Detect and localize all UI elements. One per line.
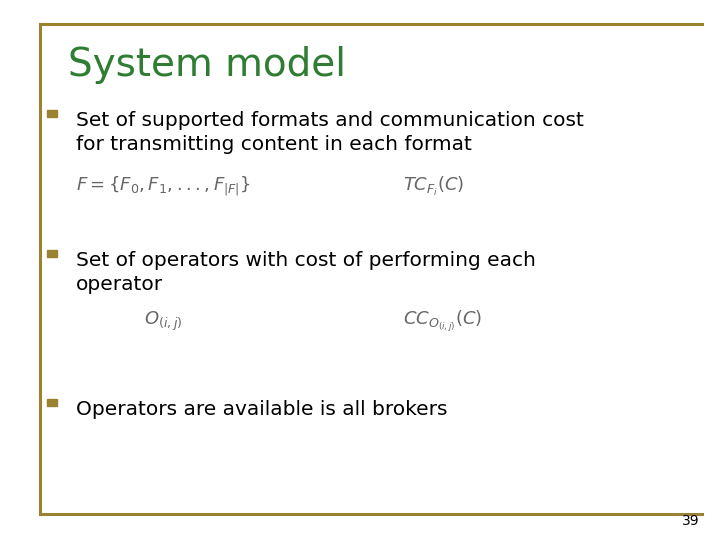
Text: System model: System model	[68, 46, 346, 84]
Text: Set of operators with cost of performing each
operator: Set of operators with cost of performing…	[76, 251, 536, 294]
FancyBboxPatch shape	[47, 250, 56, 257]
FancyBboxPatch shape	[47, 110, 56, 117]
FancyBboxPatch shape	[47, 399, 56, 406]
Text: $TC_{F_i}(C)$: $TC_{F_i}(C)$	[403, 175, 464, 198]
Text: 39: 39	[683, 514, 700, 528]
Text: $O_{(i,j)}$: $O_{(i,j)}$	[144, 310, 182, 333]
Text: $CC_{O_{(i,j)}}(C)$: $CC_{O_{(i,j)}}(C)$	[403, 309, 482, 334]
Text: $F = \{F_0, F_1, ..., F_{|F|}\}$: $F = \{F_0, F_1, ..., F_{|F|}\}$	[76, 175, 251, 198]
Text: Set of supported formats and communication cost
for transmitting content in each: Set of supported formats and communicati…	[76, 111, 583, 154]
Text: Operators are available is all brokers: Operators are available is all brokers	[76, 400, 447, 419]
